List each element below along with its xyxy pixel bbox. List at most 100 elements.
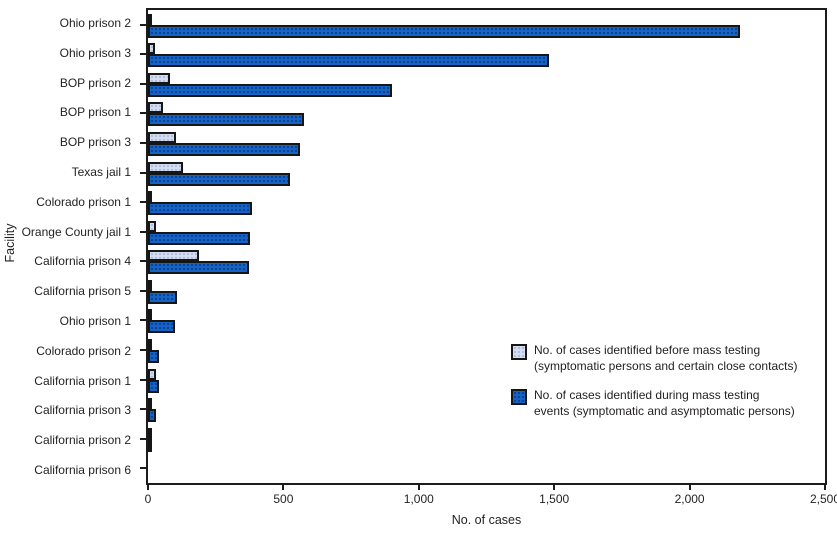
plot-area (140, 8, 827, 485)
facility-row (148, 394, 825, 424)
facility-row (148, 217, 825, 247)
x-tick (553, 483, 556, 490)
bar-during-mass-testing (148, 83, 392, 97)
x-tick-label: 1,500 (539, 492, 570, 506)
bar-before-mass-testing (148, 279, 152, 291)
bar-before-mass-testing (148, 250, 200, 262)
facility-label: California prison 2 (34, 433, 131, 448)
y-tick (140, 53, 146, 56)
bar-during-mass-testing (148, 438, 152, 452)
y-tick (140, 467, 146, 470)
y-tick (140, 408, 146, 411)
facility-row (148, 424, 825, 454)
facility-row (148, 365, 825, 395)
legend-swatch-during (511, 389, 527, 405)
facility-row (148, 247, 825, 277)
bar-before-mass-testing (148, 309, 152, 321)
bar-before-mass-testing (148, 102, 163, 114)
bar-before-mass-testing (148, 220, 157, 232)
y-tick (140, 437, 146, 440)
facility-label: Ohio prison 1 (59, 314, 131, 329)
x-axis-title: No. of cases (451, 513, 522, 527)
y-tick (140, 260, 146, 263)
bar-before-mass-testing (148, 72, 170, 84)
bar-during-mass-testing (148, 349, 160, 363)
x-tick-label: 2,500 (809, 492, 837, 506)
facility-row (148, 158, 825, 188)
x-tick (688, 483, 691, 490)
y-tick (140, 142, 146, 145)
bar-during-mass-testing (148, 54, 549, 68)
bar-before-mass-testing (148, 43, 155, 55)
y-tick (140, 23, 146, 26)
facility-label: BOP prison 1 (59, 105, 131, 120)
facility-label: Colorado prison 2 (36, 343, 131, 358)
legend-item-during: No. of cases identified during mass test… (511, 388, 797, 419)
bar-before-mass-testing (148, 13, 153, 25)
x-tick-label: 1,000 (403, 492, 434, 506)
y-tick (140, 112, 146, 115)
facility-row (148, 128, 825, 158)
bar-before-mass-testing (148, 368, 156, 380)
x-tick (824, 483, 826, 490)
bar-before-mass-testing (148, 191, 152, 203)
bar-during-mass-testing (148, 320, 175, 334)
y-tick (140, 201, 146, 204)
facility-row (148, 40, 825, 70)
facility-label: Ohio prison 3 (59, 45, 131, 60)
x-tick-label: 2,000 (674, 492, 705, 506)
y-tick (140, 378, 146, 381)
bar-before-mass-testing (148, 427, 152, 439)
bar-during-mass-testing (148, 113, 304, 127)
y-tick (140, 82, 146, 85)
bar-before-mass-testing (148, 398, 152, 410)
legend: No. of cases identified before mass test… (511, 343, 797, 419)
x-tick-label: 500 (273, 492, 294, 506)
facility-row (148, 99, 825, 129)
bar-during-mass-testing (148, 202, 253, 216)
legend-label: No. of cases identified during mass test… (534, 388, 795, 418)
bar-during-mass-testing (148, 24, 740, 38)
bar-before-mass-testing (148, 161, 184, 173)
bar-during-mass-testing (148, 231, 250, 245)
facility-row (148, 10, 825, 40)
x-tick (417, 483, 420, 490)
bar-during-mass-testing (148, 290, 177, 304)
facility-row (148, 306, 825, 336)
facility-label: Texas jail 1 (71, 164, 131, 179)
bar-during-mass-testing (148, 143, 300, 157)
bar-during-mass-testing (148, 261, 249, 275)
facility-label: Orange County jail 1 (21, 224, 131, 239)
facility-label: California prison 3 (34, 403, 131, 418)
y-tick (140, 348, 146, 351)
y-tick (140, 289, 146, 292)
x-tick (147, 483, 149, 490)
y-tick (140, 230, 146, 233)
legend-swatch-before (511, 344, 527, 360)
facility-label: BOP prison 2 (59, 75, 131, 90)
y-axis-labels: Ohio prison 2 Ohio prison 3 BOP prison 2 BO… (0, 8, 140, 485)
legend-item-before: No. of cases identified before mass test… (511, 343, 797, 374)
bar-during-mass-testing (148, 409, 156, 423)
bar-during-mass-testing (148, 379, 159, 393)
y-tick (140, 171, 146, 174)
facility-label: California prison 5 (34, 284, 131, 299)
facility-label: BOP prison 3 (59, 135, 131, 150)
bar-before-mass-testing (148, 338, 152, 350)
facility-label: California prison 6 (34, 463, 131, 478)
facility-row (148, 69, 825, 99)
x-tick-label: 0 (144, 492, 152, 506)
facility-label: Colorado prison 1 (36, 194, 131, 209)
bar-before-mass-testing (148, 132, 177, 144)
legend-label: No. of cases identified before mass test… (534, 343, 798, 373)
y-tick (140, 319, 146, 322)
facility-row (148, 276, 825, 306)
facility-row (148, 187, 825, 217)
facility-label: California prison 1 (34, 373, 131, 388)
x-tick (282, 483, 285, 490)
facility-row (148, 335, 825, 365)
facility-row (148, 453, 825, 483)
facility-label: Ohio prison 2 (59, 15, 131, 30)
facility-label: California prison 4 (34, 254, 131, 269)
